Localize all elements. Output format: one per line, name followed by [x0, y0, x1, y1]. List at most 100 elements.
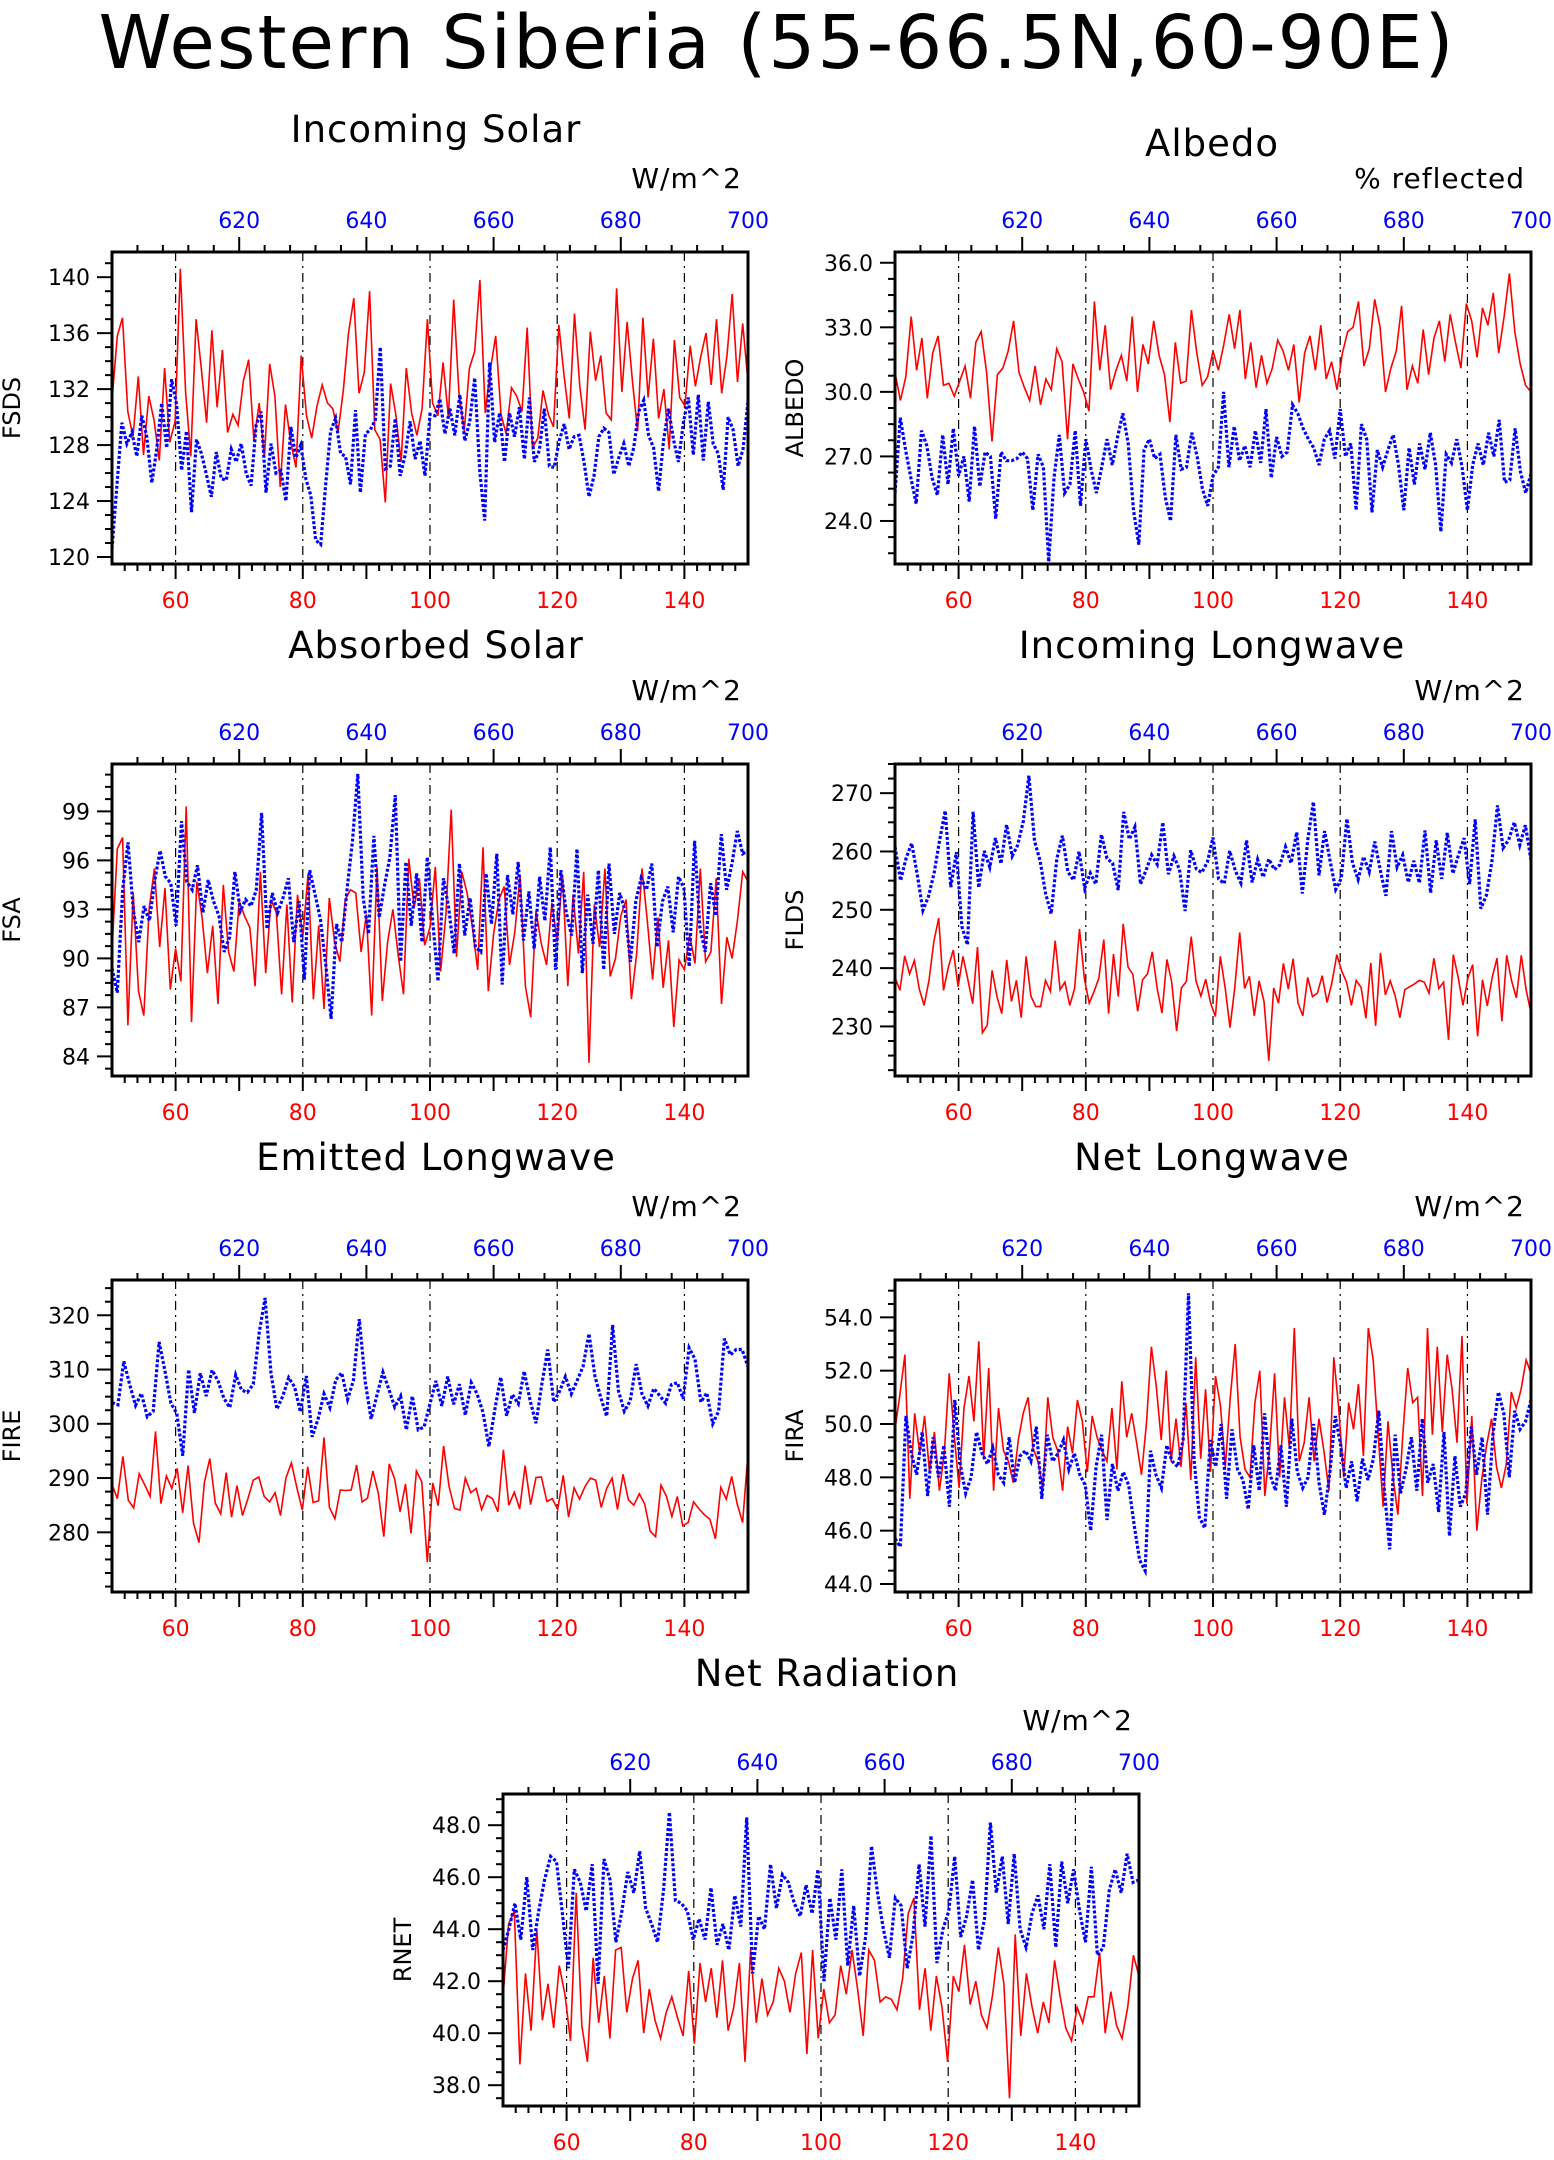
- x-tick-label: 80: [289, 1617, 317, 1642]
- x-tick-label: 80: [289, 1101, 317, 1126]
- x2-tick-label: 620: [218, 1237, 260, 1262]
- x2-tick-label: 700: [727, 721, 769, 746]
- x-tick-label: 100: [1192, 1101, 1234, 1126]
- x2-tick-label: 680: [1383, 721, 1425, 746]
- y-tick-label: 124: [48, 490, 90, 515]
- y-tick-label: 230: [831, 1015, 873, 1040]
- y-tick-label: 99: [62, 800, 90, 825]
- x2-tick-label: 700: [1118, 1751, 1160, 1776]
- series-blue-dotted: [895, 391, 1531, 562]
- y-tick-label: 44.0: [824, 1573, 873, 1598]
- x2-tick-label: 700: [727, 1237, 769, 1262]
- units-label: W/m^2: [631, 674, 742, 707]
- y-tick-label: 270: [831, 782, 873, 807]
- y-tick-label: 27.0: [824, 445, 873, 470]
- x-tick-label: 120: [1319, 1617, 1361, 1642]
- x-tick-label: 140: [663, 589, 705, 614]
- y-tick-label: 42.0: [432, 1970, 481, 1995]
- y-tick-label: 46.0: [432, 1866, 481, 1891]
- panel-title-albedo: Albedo: [1145, 122, 1279, 165]
- y-tick-label: 93: [62, 898, 90, 923]
- x-tick-label: 120: [536, 1101, 578, 1126]
- y-tick-label: 250: [831, 899, 873, 924]
- y-tick-label: 46.0: [824, 1520, 873, 1545]
- x-tick-label: 120: [536, 589, 578, 614]
- x2-tick-label: 620: [1001, 721, 1043, 746]
- y-tick-label: 90: [62, 947, 90, 972]
- x-tick-label: 80: [1072, 589, 1100, 614]
- units-label: W/m^2: [631, 1190, 742, 1223]
- x-tick-label: 120: [1319, 589, 1361, 614]
- y-tick-label: 54.0: [824, 1306, 873, 1331]
- y-tick-label: 96: [62, 849, 90, 874]
- y-axis-label: FLDS: [781, 890, 809, 951]
- x-tick-label: 140: [1446, 1101, 1488, 1126]
- x2-tick-label: 680: [1383, 1237, 1425, 1262]
- series-red-solid: [895, 917, 1531, 1061]
- panel-title-net-longwave: Net Longwave: [1074, 1136, 1350, 1179]
- chart-panel-rnet: 60 80 100 120 140 620 640 660 680 700 38.0 40.0 42.0…: [389, 1704, 1160, 2156]
- x2-tick-label: 640: [1128, 1237, 1170, 1262]
- x2-tick-label: 700: [1510, 721, 1552, 746]
- y-tick-label: 38.0: [432, 2074, 481, 2099]
- y-tick-label: 136: [48, 322, 90, 347]
- y-axis-label: ALBEDO: [781, 359, 809, 458]
- series-blue-dotted: [503, 1812, 1139, 1984]
- x2-tick-label: 660: [473, 1237, 515, 1262]
- x-tick-label: 140: [1446, 589, 1488, 614]
- y-tick-label: 300: [48, 1413, 90, 1438]
- y-tick-label: 40.0: [432, 2022, 481, 2047]
- y-axis-label: FSA: [0, 897, 26, 943]
- x2-tick-label: 660: [473, 209, 515, 234]
- x-tick-label: 100: [409, 589, 451, 614]
- x2-tick-label: 700: [1510, 209, 1552, 234]
- series-red-solid: [112, 806, 748, 1063]
- x-tick-label: 120: [1319, 1101, 1361, 1126]
- x-tick-label: 60: [162, 1617, 190, 1642]
- y-tick-label: 24.0: [824, 510, 873, 535]
- x2-tick-label: 680: [600, 209, 642, 234]
- x2-tick-label: 640: [345, 721, 387, 746]
- x-tick-label: 120: [927, 2131, 969, 2156]
- y-axis-label: FSDS: [0, 377, 26, 439]
- series-blue-dotted: [895, 1293, 1531, 1577]
- x2-tick-label: 620: [1001, 209, 1043, 234]
- x-tick-label: 60: [945, 1617, 973, 1642]
- y-tick-label: 120: [48, 546, 90, 571]
- x2-tick-label: 640: [1128, 721, 1170, 746]
- series-red-solid: [895, 273, 1531, 442]
- x-tick-label: 100: [409, 1617, 451, 1642]
- x2-tick-label: 660: [1256, 209, 1298, 234]
- x-tick-label: 80: [1072, 1101, 1100, 1126]
- x2-tick-label: 640: [345, 1237, 387, 1262]
- x2-tick-label: 660: [473, 721, 515, 746]
- y-tick-label: 36.0: [824, 252, 873, 277]
- x2-tick-label: 660: [1256, 721, 1298, 746]
- chart-panel-albedo: 60 80 100 120 140 620 640 660 680 700 24.0 27.0 30.0…: [781, 162, 1552, 614]
- x2-tick-label: 620: [218, 721, 260, 746]
- y-axis-label: FIRE: [0, 1410, 26, 1463]
- x-tick-label: 60: [162, 1101, 190, 1126]
- y-axis-label: FIRA: [781, 1409, 809, 1463]
- x2-tick-label: 660: [1256, 1237, 1298, 1262]
- x2-tick-label: 640: [345, 209, 387, 234]
- series-red-solid: [895, 1327, 1531, 1531]
- x-tick-label: 120: [536, 1617, 578, 1642]
- units-label: W/m^2: [631, 162, 742, 195]
- x-tick-label: 80: [289, 589, 317, 614]
- y-tick-label: 48.0: [432, 1814, 481, 1839]
- x2-tick-label: 680: [1383, 209, 1425, 234]
- y-tick-label: 290: [48, 1467, 90, 1492]
- x2-tick-label: 700: [1510, 1237, 1552, 1262]
- x-tick-label: 100: [1192, 589, 1234, 614]
- y-tick-label: 50.0: [824, 1413, 873, 1438]
- series-blue-dotted: [112, 346, 748, 549]
- x-tick-label: 60: [945, 1101, 973, 1126]
- y-tick-label: 44.0: [432, 1918, 481, 1943]
- x2-tick-label: 680: [600, 1237, 642, 1262]
- x-tick-label: 80: [1072, 1617, 1100, 1642]
- y-axis-label: RNET: [389, 1917, 417, 1982]
- series-blue-dotted: [112, 773, 748, 1019]
- x-tick-label: 140: [663, 1617, 705, 1642]
